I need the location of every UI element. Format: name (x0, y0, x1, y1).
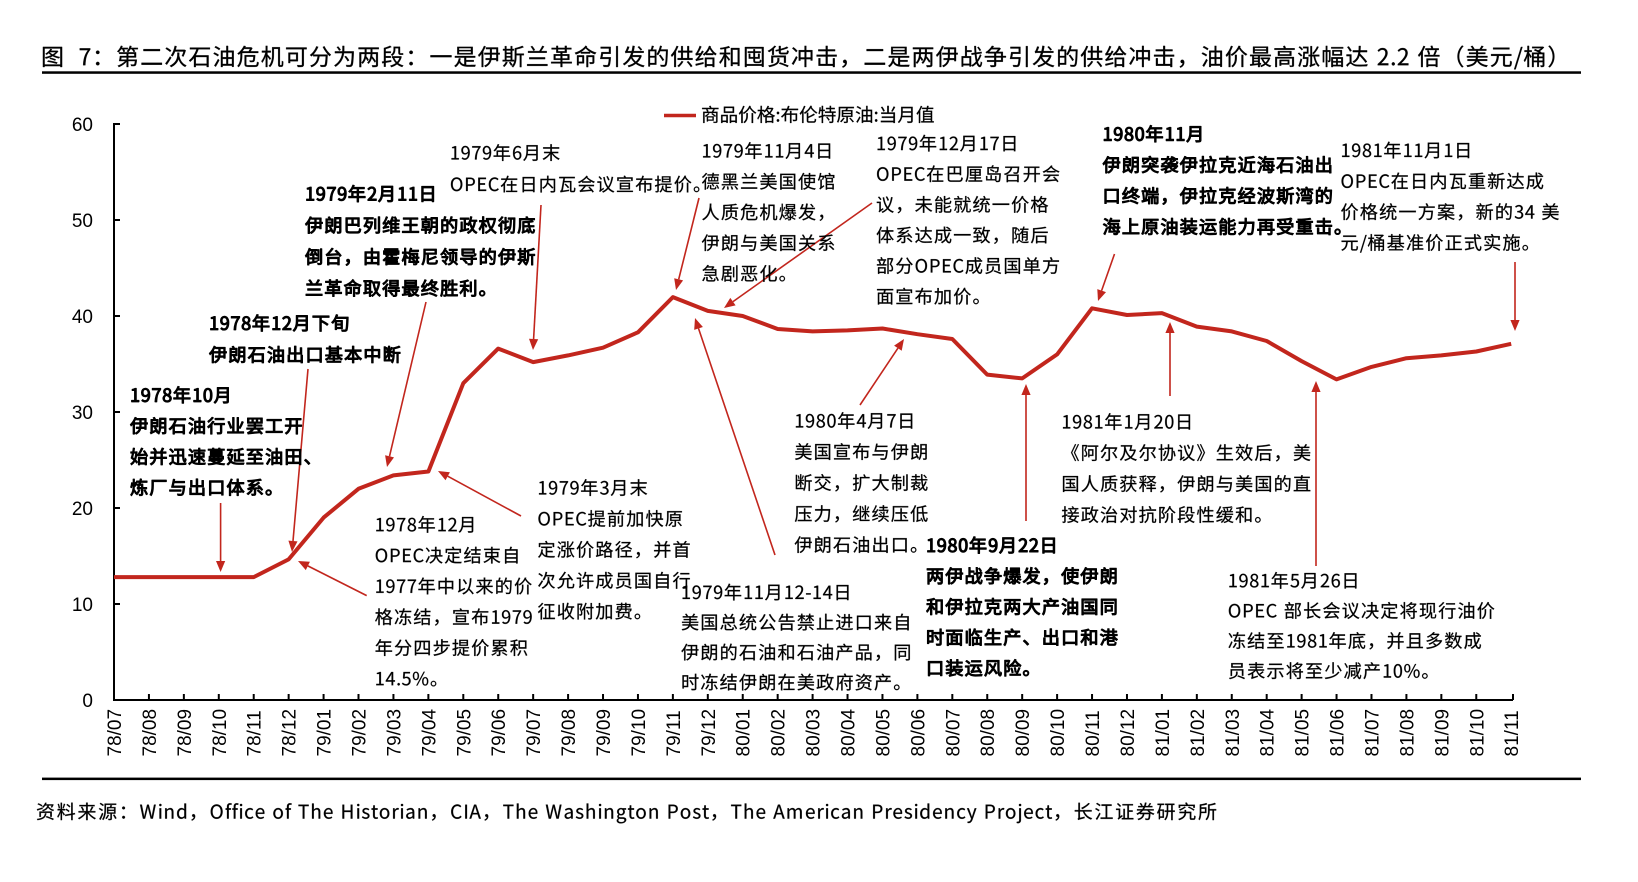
svg-text:80/02: 80/02 (769, 709, 790, 757)
svg-text:80/03: 80/03 (804, 709, 825, 757)
svg-text:79/01: 79/01 (315, 709, 336, 757)
svg-text:81/08: 81/08 (1397, 709, 1418, 757)
svg-text:81/04: 81/04 (1258, 709, 1279, 757)
svg-text:81/02: 81/02 (1188, 709, 1209, 757)
svg-text:0: 0 (82, 691, 93, 712)
svg-text:80/05: 80/05 (874, 709, 895, 757)
svg-text:79/04: 79/04 (419, 709, 440, 757)
svg-text:79/02: 79/02 (350, 709, 371, 757)
svg-text:78/12: 78/12 (280, 709, 301, 757)
svg-text:78/11: 78/11 (245, 710, 266, 756)
svg-text:30: 30 (72, 403, 93, 424)
svg-text:81/03: 81/03 (1223, 709, 1244, 757)
svg-text:81/05: 81/05 (1293, 709, 1314, 757)
svg-text:79/03: 79/03 (384, 709, 405, 757)
svg-text:80/08: 80/08 (978, 709, 999, 757)
svg-text:78/07: 78/07 (105, 709, 126, 757)
svg-text:79/12: 79/12 (699, 709, 720, 757)
svg-text:80/07: 80/07 (943, 709, 964, 757)
svg-text:79/05: 79/05 (454, 709, 475, 757)
svg-text:78/10: 78/10 (210, 709, 231, 757)
svg-text:79/09: 79/09 (594, 709, 615, 757)
svg-text:79/08: 79/08 (559, 709, 580, 757)
svg-text:81/11: 81/11 (1502, 710, 1523, 756)
svg-text:80/12: 80/12 (1118, 709, 1139, 757)
svg-text:78/09: 78/09 (175, 709, 196, 757)
svg-text:80/10: 80/10 (1048, 709, 1069, 757)
svg-text:81/09: 81/09 (1432, 709, 1453, 757)
svg-text:80/06: 80/06 (908, 709, 929, 757)
svg-text:80/11: 80/11 (1083, 710, 1104, 756)
svg-text:10: 10 (72, 595, 93, 616)
svg-text:81/06: 81/06 (1328, 709, 1349, 757)
svg-text:78/08: 78/08 (140, 709, 161, 757)
svg-text:81/01: 81/01 (1153, 709, 1174, 757)
svg-text:79/06: 79/06 (489, 709, 510, 757)
svg-text:81/07: 81/07 (1363, 709, 1384, 757)
svg-text:20: 20 (72, 499, 93, 520)
svg-text:79/07: 79/07 (524, 709, 545, 757)
svg-text:80/04: 80/04 (839, 709, 860, 757)
svg-text:79/10: 79/10 (629, 709, 650, 757)
svg-text:50: 50 (72, 211, 93, 232)
svg-text:60: 60 (72, 115, 93, 136)
svg-text:81/10: 81/10 (1467, 709, 1488, 757)
svg-text:80/01: 80/01 (734, 709, 755, 757)
svg-text:40: 40 (72, 307, 93, 328)
svg-text:80/09: 80/09 (1013, 709, 1034, 757)
svg-text:79/11: 79/11 (664, 710, 685, 756)
